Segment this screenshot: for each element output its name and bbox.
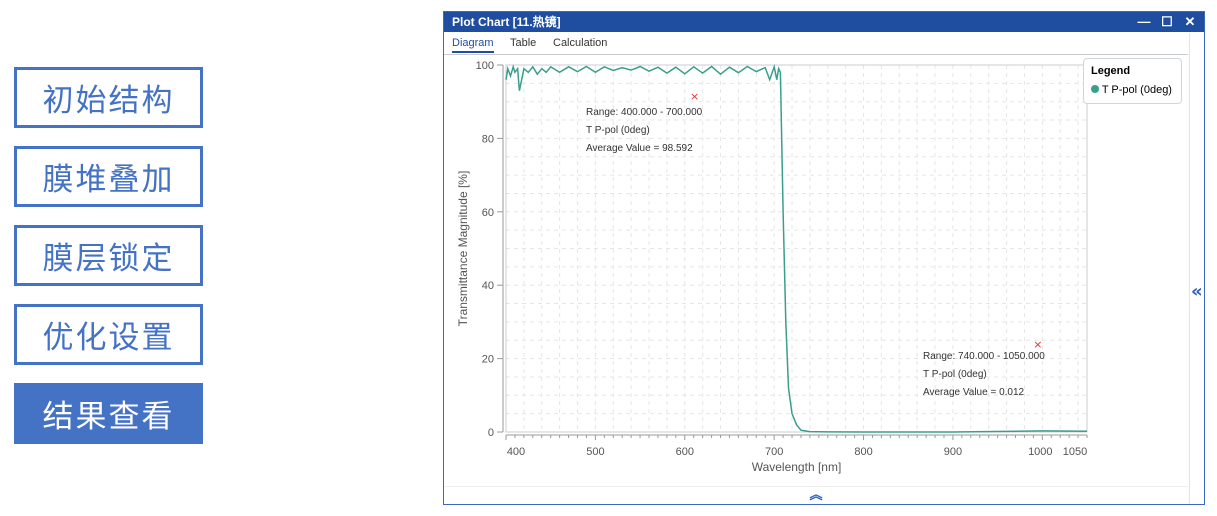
- x-tick-label: 600: [676, 446, 694, 458]
- annotation-text: Average Value = 98.592: [586, 143, 693, 154]
- annotation-text: T P-pol (0deg): [586, 125, 650, 136]
- annotation-text: Range: 400.000 - 700.000: [586, 107, 703, 118]
- y-tick-label: 0: [488, 427, 494, 439]
- annotation-marker-icon: ×: [1033, 338, 1042, 351]
- x-tick-label: 900: [944, 446, 962, 458]
- y-tick-label: 40: [482, 280, 494, 292]
- annotation-text: T P-pol (0deg): [923, 369, 987, 380]
- x-tick-label: 500: [586, 446, 604, 458]
- nav-button-2[interactable]: 膜层锁定: [14, 225, 203, 286]
- y-tick-label: 100: [476, 60, 494, 72]
- nav-button-3[interactable]: 优化设置: [14, 304, 203, 365]
- nav-button-1[interactable]: 膜堆叠加: [14, 146, 203, 207]
- x-tick-label: 1050: [1063, 446, 1087, 458]
- annotation-text: Average Value = 0.012: [923, 387, 1025, 398]
- tab-bar: Diagram Table Calculation: [444, 33, 1188, 55]
- annotation-text: Range: 740.000 - 1050.000: [923, 351, 1045, 362]
- plot-area: [505, 64, 1088, 433]
- y-axis-label: Transmittance Magnitude [%]: [456, 171, 470, 327]
- annotation-marker-icon: ×: [690, 90, 699, 103]
- legend-title: Legend: [1091, 65, 1131, 77]
- x-tick-label: 700: [765, 446, 783, 458]
- x-tick-label: 1000: [1028, 446, 1052, 458]
- right-side-panel: «: [1189, 33, 1205, 504]
- chevron-double-up-icon[interactable]: ︽: [809, 488, 823, 503]
- nav-button-4[interactable]: 结果查看: [14, 383, 203, 444]
- legend-item[interactable]: T P-pol (0deg): [1091, 84, 1172, 96]
- legend-item-label: T P-pol (0deg): [1101, 84, 1172, 96]
- bottom-panel-toggle[interactable]: ︽: [444, 486, 1188, 505]
- x-tick-label: 800: [854, 446, 872, 458]
- window-title: Plot Chart [11.热镜]: [452, 15, 561, 29]
- expand-panel-icon[interactable]: «: [1191, 281, 1203, 302]
- close-icon[interactable]: ✕: [1184, 14, 1196, 29]
- series-line: [505, 63, 1088, 433]
- x-tick-label: 400: [507, 446, 525, 458]
- tab-table[interactable]: Table: [510, 37, 537, 49]
- legend: Legend T P-pol (0deg): [1083, 58, 1182, 104]
- tab-calculation[interactable]: Calculation: [553, 37, 608, 49]
- y-tick-label: 60: [482, 207, 494, 219]
- nav-button-0[interactable]: 初始结构: [14, 67, 203, 128]
- tab-diagram[interactable]: Diagram: [452, 37, 494, 53]
- window-titlebar: Plot Chart [11.热镜] — ☐ ✕: [444, 12, 1204, 32]
- y-tick-label: 80: [482, 133, 494, 145]
- series-color-icon: [1091, 85, 1099, 93]
- maximize-icon[interactable]: ☐: [1161, 14, 1173, 29]
- minimize-icon[interactable]: —: [1137, 14, 1151, 29]
- y-tick-label: 20: [482, 354, 494, 366]
- x-axis-label: Wavelength [nm]: [752, 460, 842, 474]
